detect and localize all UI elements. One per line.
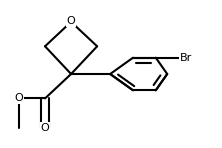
Text: O: O [41, 123, 50, 133]
Text: Br: Br [179, 53, 192, 63]
Text: O: O [15, 93, 23, 103]
Text: O: O [67, 16, 75, 26]
